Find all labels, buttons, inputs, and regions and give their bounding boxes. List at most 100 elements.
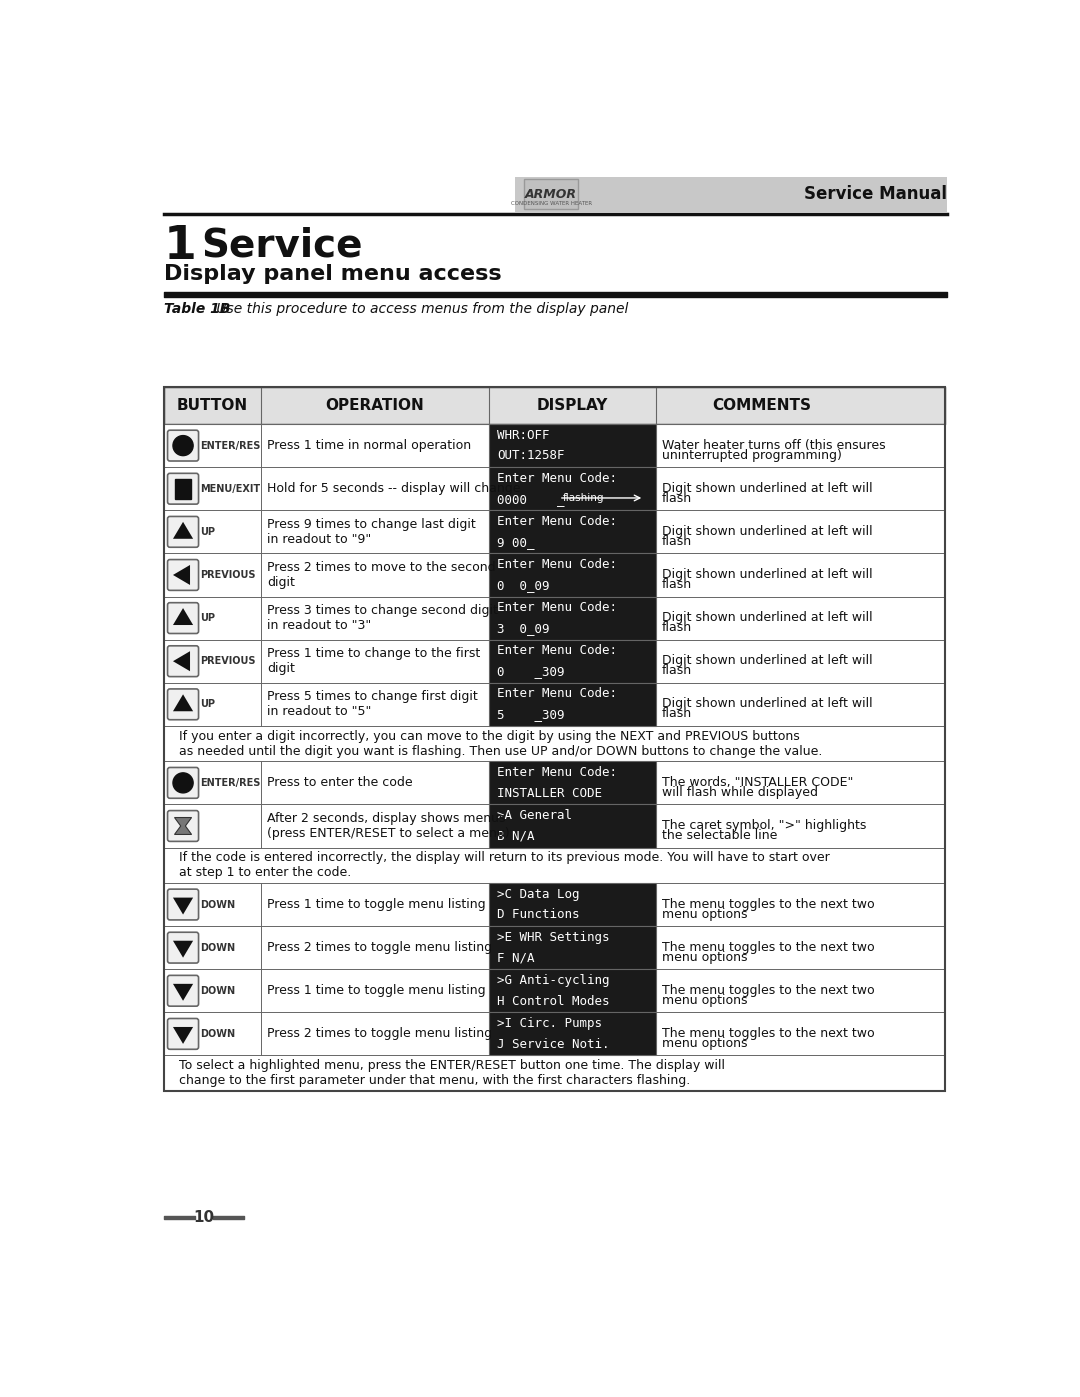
Text: Press to enter the code: Press to enter the code <box>267 777 413 789</box>
Text: Digit shown underlined at left will: Digit shown underlined at left will <box>662 610 873 624</box>
Text: Digit shown underlined at left will: Digit shown underlined at left will <box>662 482 873 495</box>
Text: ENTER/RES: ENTER/RES <box>200 778 260 788</box>
Text: To select a highlighted menu, press the ENTER/RESET button one time. The display: To select a highlighted menu, press the … <box>179 1059 725 1087</box>
Text: 3  0_09: 3 0_09 <box>497 622 550 636</box>
Text: flash: flash <box>662 492 692 504</box>
FancyBboxPatch shape <box>167 474 199 504</box>
Circle shape <box>173 436 193 455</box>
Text: If the code is entered incorrectly, the display will return to its previous mode: If the code is entered incorrectly, the … <box>179 851 829 879</box>
Text: Press 9 times to change last digit
in readout to "9": Press 9 times to change last digit in re… <box>267 518 475 546</box>
Text: >G Anti-cycling: >G Anti-cycling <box>497 974 609 986</box>
Bar <box>164 425 945 467</box>
Bar <box>164 387 945 425</box>
Text: D Functions: D Functions <box>497 908 580 922</box>
Text: Service Manual: Service Manual <box>805 184 947 203</box>
Bar <box>164 510 945 553</box>
Text: 10: 10 <box>193 1210 215 1225</box>
Bar <box>489 970 656 1013</box>
Text: Enter Menu Code:: Enter Menu Code: <box>497 766 617 780</box>
Bar <box>489 640 656 683</box>
Polygon shape <box>173 564 190 585</box>
FancyBboxPatch shape <box>167 602 199 633</box>
Text: The menu toggles to the next two: The menu toggles to the next two <box>662 983 875 997</box>
Text: DOWN: DOWN <box>200 1028 235 1039</box>
Text: After 2 seconds, display shows menus
(press ENTER/RESET to select a menu): After 2 seconds, display shows menus (pr… <box>267 812 510 840</box>
Text: Enter Menu Code:: Enter Menu Code: <box>497 687 617 700</box>
Polygon shape <box>173 694 193 711</box>
Text: flash: flash <box>662 622 692 634</box>
Text: 0    _309: 0 _309 <box>497 665 565 678</box>
Text: INSTALLER CODE: INSTALLER CODE <box>497 787 602 799</box>
Bar <box>489 467 656 510</box>
Text: >I Circ. Pumps: >I Circ. Pumps <box>497 1017 602 1030</box>
FancyBboxPatch shape <box>167 689 199 719</box>
Text: >E WHR Settings: >E WHR Settings <box>497 930 609 944</box>
Polygon shape <box>173 940 193 958</box>
Text: CONDENSING WATER HEATER: CONDENSING WATER HEATER <box>511 201 592 205</box>
Bar <box>164 553 945 597</box>
Text: Use this procedure to access menus from the display panel: Use this procedure to access menus from … <box>213 302 629 316</box>
Text: OPERATION: OPERATION <box>325 398 424 414</box>
Text: Enter Menu Code:: Enter Menu Code: <box>497 472 617 485</box>
Bar <box>175 479 191 499</box>
Text: menu options: menu options <box>662 993 747 1007</box>
Bar <box>489 761 656 805</box>
Polygon shape <box>173 983 193 1000</box>
Bar <box>164 597 945 640</box>
Text: >C Data Log: >C Data Log <box>497 887 580 901</box>
Text: Press 2 times to toggle menu listing: Press 2 times to toggle menu listing <box>267 1027 491 1041</box>
Polygon shape <box>173 522 193 539</box>
Text: The menu toggles to the next two: The menu toggles to the next two <box>662 1027 875 1039</box>
Text: DOWN: DOWN <box>200 986 235 996</box>
Bar <box>164 726 945 761</box>
Text: 1: 1 <box>164 224 197 268</box>
Text: 9 00_: 9 00_ <box>497 535 535 549</box>
FancyBboxPatch shape <box>167 932 199 963</box>
Text: The menu toggles to the next two: The menu toggles to the next two <box>662 898 875 911</box>
Text: COMMENTS: COMMENTS <box>712 398 811 414</box>
Bar <box>164 883 945 926</box>
FancyBboxPatch shape <box>167 975 199 1006</box>
Bar <box>164 761 945 805</box>
Text: H Control Modes: H Control Modes <box>497 995 609 1007</box>
FancyBboxPatch shape <box>167 517 199 548</box>
Bar <box>164 1013 945 1056</box>
Text: flash: flash <box>662 707 692 721</box>
Text: Enter Menu Code:: Enter Menu Code: <box>497 644 617 658</box>
Text: the selectable line: the selectable line <box>662 828 778 842</box>
Text: 0000    _: 0000 _ <box>497 493 565 506</box>
Bar <box>489 683 656 726</box>
Text: B N/A: B N/A <box>497 830 535 842</box>
Text: Table 1B: Table 1B <box>164 302 230 316</box>
Text: If you enter a digit incorrectly, you can move to the digit by using the NEXT an: If you enter a digit incorrectly, you ca… <box>179 729 823 757</box>
Bar <box>164 926 945 970</box>
Text: Press 1 time to change to the first
digit: Press 1 time to change to the first digi… <box>267 647 480 675</box>
Text: Enter Menu Code:: Enter Menu Code: <box>497 559 617 571</box>
Text: WHR:OFF: WHR:OFF <box>497 429 550 441</box>
FancyBboxPatch shape <box>167 560 199 591</box>
Text: flashing: flashing <box>563 493 605 503</box>
Text: menu options: menu options <box>662 951 747 964</box>
Text: Digit shown underlined at left will: Digit shown underlined at left will <box>662 525 873 538</box>
Text: UP: UP <box>200 700 215 710</box>
Bar <box>164 640 945 683</box>
Bar <box>164 805 945 848</box>
FancyBboxPatch shape <box>167 645 199 676</box>
Text: Press 1 time in normal operation: Press 1 time in normal operation <box>267 439 471 453</box>
Text: PREVIOUS: PREVIOUS <box>200 657 256 666</box>
Text: UP: UP <box>200 527 215 536</box>
Text: DOWN: DOWN <box>200 900 235 909</box>
Text: Service: Service <box>201 226 363 265</box>
Polygon shape <box>173 898 193 915</box>
Text: F N/A: F N/A <box>497 951 535 964</box>
Text: 0  0_09: 0 0_09 <box>497 578 550 592</box>
Bar <box>515 177 947 211</box>
Bar <box>164 467 945 510</box>
Text: BUTTON: BUTTON <box>176 398 247 414</box>
Text: 5    _309: 5 _309 <box>497 708 565 721</box>
Text: >A General: >A General <box>497 809 572 823</box>
Bar <box>164 1056 945 1091</box>
Text: MENU/EXIT: MENU/EXIT <box>200 483 260 493</box>
Text: UP: UP <box>200 613 215 623</box>
Text: J Service Noti.: J Service Noti. <box>497 1038 609 1051</box>
